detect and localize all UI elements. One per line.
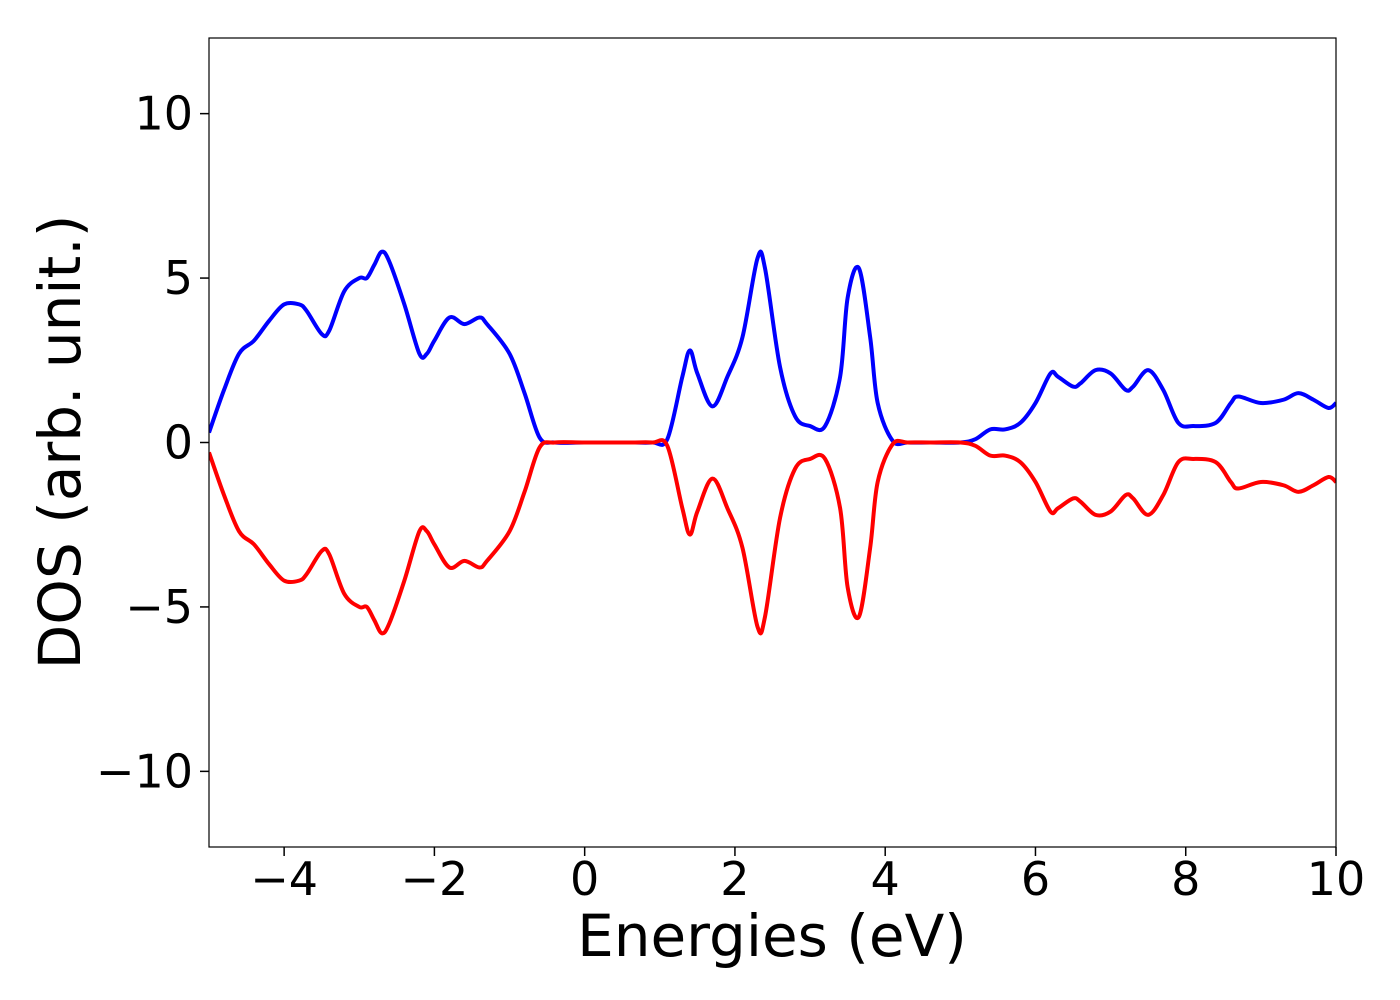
y-tick-label: 10 xyxy=(134,87,193,141)
y-tick-label: 0 xyxy=(164,416,193,470)
x-tick-label: −2 xyxy=(400,852,468,906)
x-tick-label: 10 xyxy=(1307,852,1366,906)
x-tick-label: 0 xyxy=(570,852,599,906)
x-tick-label: 6 xyxy=(1021,852,1050,906)
series-line-negative xyxy=(209,438,1336,636)
x-tick-label: 8 xyxy=(1171,852,1200,906)
y-axis-ticks: 10 5 0 −5 −10 xyxy=(96,87,209,798)
y-tick-label: 5 xyxy=(164,251,193,305)
y-tick-label: −5 xyxy=(125,580,193,634)
x-axis-ticks: −4 −2 0 2 4 6 8 10 xyxy=(250,847,1365,906)
x-axis-label: Energies (eV) xyxy=(577,902,967,970)
series-layer xyxy=(209,249,1336,636)
plot-frame xyxy=(208,37,1337,848)
x-tick-label: 2 xyxy=(720,852,749,906)
series-line-positive xyxy=(209,249,1336,447)
y-axis-label: DOS (arb. unit.) xyxy=(26,215,94,670)
x-tick-label: 4 xyxy=(871,852,900,906)
x-tick-label: −4 xyxy=(250,852,318,906)
y-tick-label: −10 xyxy=(96,744,193,798)
